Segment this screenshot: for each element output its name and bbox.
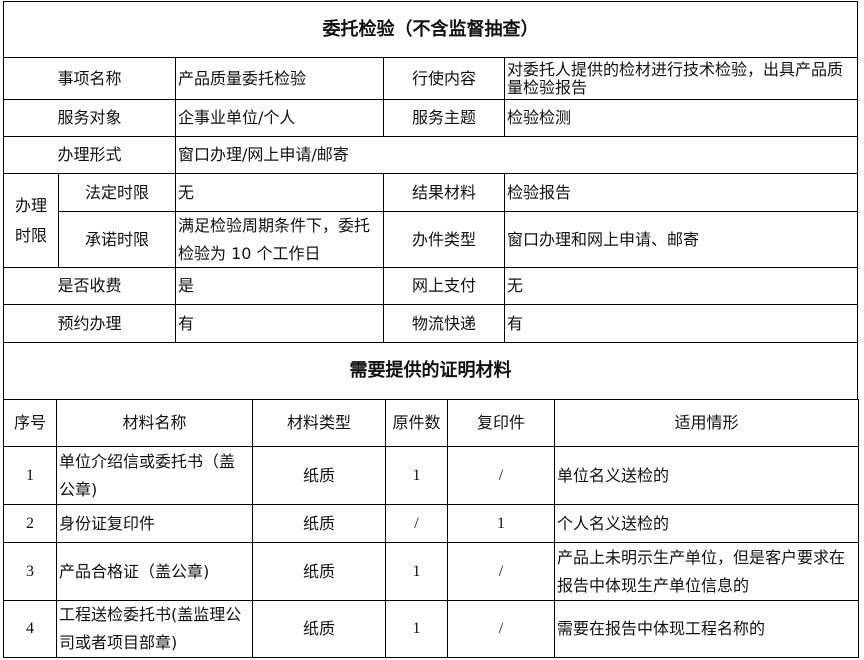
value-item-name: 产品质量委托检验 xyxy=(175,57,384,100)
cell-original: / xyxy=(385,504,448,543)
cell-name: 工程送检委托书(盖监理公司或者项目部章) xyxy=(56,600,253,658)
cell-copy: / xyxy=(447,542,555,601)
value-theme: 检验检测 xyxy=(504,99,858,137)
cell-index: 4 xyxy=(3,600,57,658)
cell-index: 3 xyxy=(3,542,57,601)
value-pay: 无 xyxy=(504,267,858,305)
materials-title: 需要提供的证明材料 xyxy=(3,342,858,400)
cell-original: 1 xyxy=(385,600,448,658)
cell-index: 1 xyxy=(3,446,57,505)
cell-index: 2 xyxy=(3,504,57,543)
cell-case: 需要在报告中体现工程名称的 xyxy=(554,600,859,658)
value-logistics: 有 xyxy=(504,304,858,343)
cell-copy: 1 xyxy=(447,504,555,543)
value-result: 检验报告 xyxy=(504,173,858,212)
cell-copy: / xyxy=(447,446,555,505)
value-legal: 无 xyxy=(175,173,384,212)
label-time: 办理时限 xyxy=(3,173,59,268)
cell-case: 个人名义送检的 xyxy=(554,504,859,543)
label-theme: 服务主题 xyxy=(383,99,505,137)
header-case: 适用情形 xyxy=(554,399,859,447)
label-form: 办理形式 xyxy=(3,136,176,174)
cell-name: 产品合格证（盖公章) xyxy=(56,542,253,601)
cell-name: 单位介绍信或委托书（盖公章) xyxy=(56,446,253,505)
value-target: 企事业单位/个人 xyxy=(175,99,384,137)
header-type: 材料类型 xyxy=(252,399,386,447)
label-logistics: 物流快递 xyxy=(383,304,505,343)
cell-original: 1 xyxy=(385,542,448,601)
cell-case: 产品上未明示生产单位，但是客户要求在报告中体现生产单位信息的 xyxy=(554,542,859,601)
header-index: 序号 xyxy=(3,399,57,447)
label-target: 服务对象 xyxy=(3,99,176,137)
label-appoint: 预约办理 xyxy=(3,304,176,343)
cell-type: 纸质 xyxy=(252,542,386,601)
cell-original: 1 xyxy=(385,446,448,505)
page-title: 委托检验（不含监督抽查） xyxy=(3,1,858,58)
header-name: 材料名称 xyxy=(56,399,253,447)
header-original: 原件数 xyxy=(385,399,448,447)
value-type: 窗口办理和网上申请、邮寄 xyxy=(504,211,858,268)
value-appoint: 有 xyxy=(175,304,384,343)
label-type: 办件类型 xyxy=(383,211,505,268)
label-content: 行使内容 xyxy=(383,57,505,100)
label-fee: 是否收费 xyxy=(3,267,176,305)
cell-case: 单位名义送检的 xyxy=(554,446,859,505)
cell-copy: / xyxy=(447,600,555,658)
cell-type: 纸质 xyxy=(252,504,386,543)
value-fee: 是 xyxy=(175,267,384,305)
value-form: 窗口办理/网上申请/邮寄 xyxy=(175,136,858,174)
cell-type: 纸质 xyxy=(252,600,386,658)
value-content: 对委托人提供的检材进行技术检验，出具产品质量检验报告 xyxy=(504,57,858,100)
label-pay: 网上支付 xyxy=(383,267,505,305)
label-legal: 法定时限 xyxy=(58,173,176,212)
cell-type: 纸质 xyxy=(252,446,386,505)
cell-name: 身份证复印件 xyxy=(56,504,253,543)
label-item-name: 事项名称 xyxy=(3,57,176,100)
value-promise: 满足检验周期条件下，委托检验为 10 个工作日 xyxy=(175,211,384,268)
label-promise: 承诺时限 xyxy=(58,211,176,268)
header-copy: 复印件 xyxy=(447,399,555,447)
label-result: 结果材料 xyxy=(383,173,505,212)
